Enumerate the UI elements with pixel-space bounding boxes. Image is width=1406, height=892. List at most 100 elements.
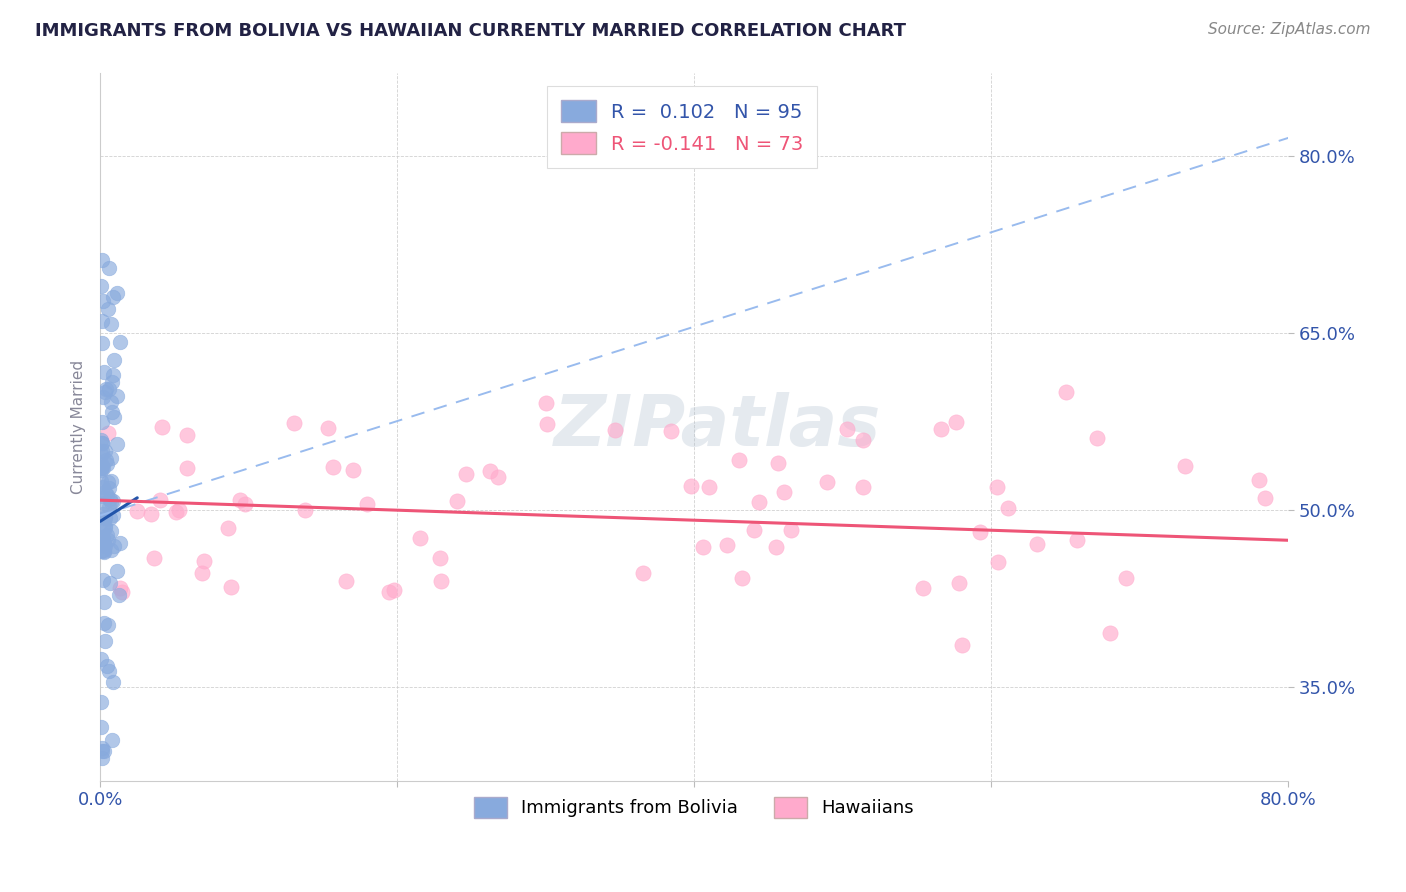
Point (90, 651, 112, 665)
Point (356, 497, 378, 511)
Point (1066, 533, 1088, 547)
Point (90, 474, 112, 488)
Point (96, 301, 118, 316)
Point (100, 395, 122, 409)
Point (96, 658, 118, 673)
Point (93, 544, 115, 558)
Point (852, 480, 875, 494)
Point (91, 740, 114, 755)
Point (742, 523, 765, 537)
Point (108, 536, 131, 550)
Point (429, 550, 451, 565)
Point (1085, 431, 1108, 445)
Point (1115, 571, 1137, 585)
Point (91, 415, 114, 429)
Point (176, 461, 198, 475)
Point (91, 507, 114, 521)
Point (536, 417, 558, 432)
Point (765, 541, 787, 555)
Point (100, 543, 122, 558)
Point (382, 583, 405, 598)
Point (93, 390, 115, 404)
Point (97, 533, 120, 547)
Point (98, 260, 121, 275)
Point (659, 424, 682, 438)
Point (91, 313, 114, 327)
Point (101, 675, 124, 690)
Point (454, 467, 477, 481)
Point (335, 574, 357, 588)
Point (233, 497, 256, 511)
Point (409, 531, 432, 545)
Point (478, 464, 501, 478)
Point (699, 480, 721, 494)
Point (98, 382, 121, 396)
Point (219, 580, 242, 594)
Point (945, 415, 967, 429)
Point (950, 638, 973, 652)
Point (1247, 473, 1270, 487)
Point (94, 633, 117, 648)
Point (90, 463, 112, 477)
Point (90, 433, 112, 447)
Point (105, 286, 128, 301)
Point (430, 574, 453, 588)
Point (98, 511, 121, 525)
Point (97, 618, 120, 632)
Point (91, 489, 114, 503)
Point (603, 423, 626, 437)
Point (100, 317, 122, 331)
Point (986, 480, 1008, 494)
Point (91, 521, 114, 535)
Point (91, 252, 114, 267)
Point (94, 453, 117, 467)
Point (90, 720, 112, 734)
Point (748, 495, 770, 509)
Point (100, 474, 122, 488)
Point (103, 494, 125, 508)
Point (91, 573, 114, 587)
Point (322, 459, 344, 474)
Point (692, 540, 714, 554)
Point (93, 544, 115, 558)
Point (105, 564, 128, 578)
Point (93, 484, 115, 499)
Point (97, 475, 120, 489)
Point (378, 584, 401, 599)
Point (912, 581, 935, 595)
Point (108, 581, 131, 595)
Point (969, 524, 991, 539)
Point (94, 539, 117, 553)
Point (101, 404, 124, 418)
Point (217, 521, 239, 535)
Point (1254, 491, 1277, 505)
Point (90, 531, 112, 545)
Point (190, 566, 212, 580)
Point (96, 488, 118, 502)
Point (486, 469, 509, 483)
Point (193, 554, 215, 568)
Point (98, 576, 121, 591)
Point (96, 425, 118, 440)
Point (101, 732, 124, 747)
Point (90, 447, 112, 461)
Point (852, 433, 875, 447)
Point (93, 511, 115, 525)
Y-axis label: Currently Married: Currently Married (72, 360, 86, 494)
Point (91, 460, 114, 475)
Point (103, 539, 125, 553)
Point (997, 500, 1019, 515)
Point (93, 496, 115, 510)
Point (91, 443, 114, 458)
Point (929, 422, 952, 436)
Point (96, 527, 118, 541)
Point (111, 585, 134, 599)
Point (772, 485, 794, 500)
Point (94, 382, 117, 396)
Point (93, 615, 115, 630)
Point (835, 422, 858, 436)
Point (446, 494, 468, 508)
Point (91, 542, 114, 557)
Point (94, 510, 117, 524)
Point (730, 571, 752, 585)
